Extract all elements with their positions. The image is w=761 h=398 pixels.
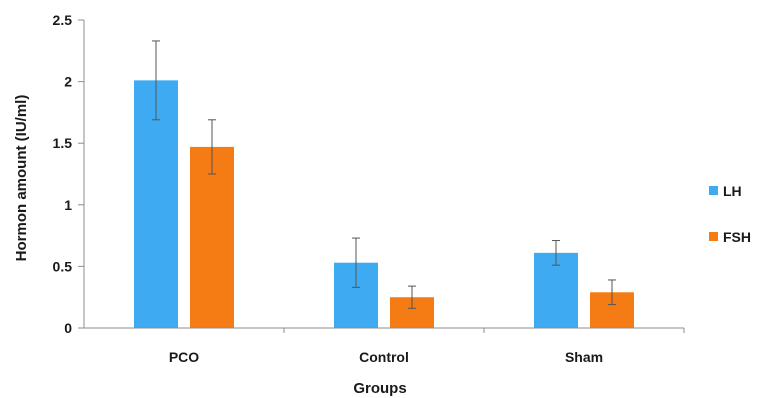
y-tick-label: 2 <box>64 74 72 90</box>
bar-lh-pco <box>134 80 178 328</box>
legend-swatch-lh <box>709 186 718 195</box>
legend-label-lh: LH <box>723 183 742 199</box>
x-tick-labels: PCO Control Sham <box>169 328 685 365</box>
y-tick-label: 2.5 <box>53 12 73 28</box>
x-tick-label: PCO <box>169 349 199 365</box>
y-tick-label: 0.5 <box>53 258 73 274</box>
x-tick-label: Control <box>359 349 409 365</box>
error-bars-layer <box>152 40 616 309</box>
x-tick-label: Sham <box>565 349 603 365</box>
legend-label-fsh: FSH <box>723 229 751 245</box>
y-tick-label: 1.5 <box>53 135 73 151</box>
bar-fsh-pco <box>190 146 234 328</box>
legend: LH FSH <box>709 183 751 245</box>
bars-layer <box>134 80 634 328</box>
x-axis-title: Groups <box>353 380 406 397</box>
y-tick-label: 1 <box>64 197 72 213</box>
y-tick-label: 0 <box>64 320 72 336</box>
y-axis-title: Hormon amount (IU/ml) <box>13 95 30 262</box>
y-ticks: 0 0.5 1 1.5 2 2.5 <box>53 12 84 336</box>
legend-swatch-fsh <box>709 232 718 241</box>
